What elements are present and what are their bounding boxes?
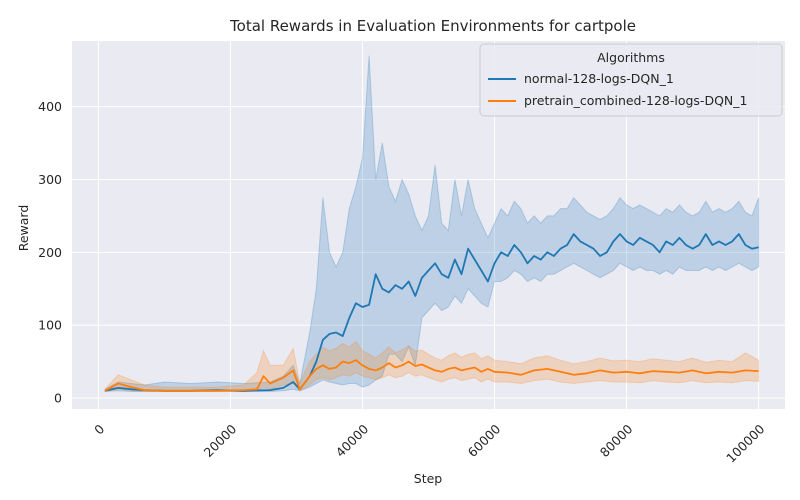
line-normal (104, 233, 759, 392)
x-axis-label: Step (414, 471, 443, 486)
series-lines (104, 233, 759, 392)
band-normal (104, 55, 760, 393)
confidence-bands (104, 55, 760, 393)
legend-title: Algorithms (597, 50, 665, 65)
y-tick-labels: 0 100 200 300 400 (38, 99, 62, 405)
line-pretrain (104, 359, 759, 392)
legend: Algorithms normal-128-logs-DQN_1 pretrai… (479, 43, 783, 117)
legend-label-normal: normal-128-logs-DQN_1 (524, 71, 674, 86)
band-pretrain (104, 340, 760, 393)
chart-title: Total Rewards in Evaluation Environments… (229, 17, 636, 35)
legend-box (479, 43, 783, 117)
y-tick-label: 400 (38, 99, 62, 114)
y-tick-label: 200 (38, 245, 62, 260)
legend-label-pretrain: pretrain_combined-128-logs-DQN_1 (524, 93, 747, 108)
y-tick-label: 100 (38, 318, 62, 333)
y-tick-label: 300 (38, 172, 62, 187)
y-tick-label: 0 (54, 391, 62, 406)
y-axis-label: Reward (16, 205, 31, 252)
